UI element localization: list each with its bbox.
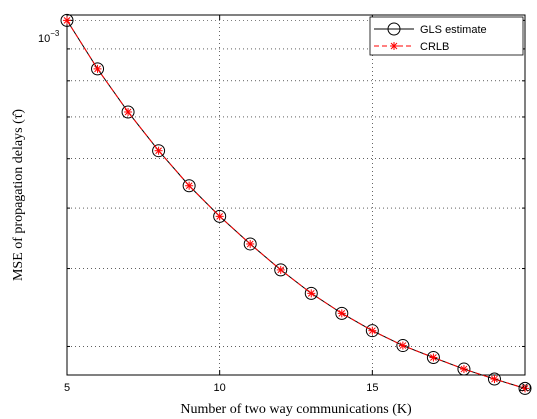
x-tick-label: 5 xyxy=(64,382,70,394)
data-point xyxy=(152,144,166,158)
data-point xyxy=(304,286,318,300)
data-point xyxy=(182,179,196,193)
data-point xyxy=(521,384,529,393)
x-axis-label: Number of two way communications (K) xyxy=(180,402,412,417)
x-tick-labels: 5 10 15 20 xyxy=(64,382,531,394)
data-point xyxy=(457,362,471,376)
y-tick-label-exponent: −3 xyxy=(50,29,60,38)
data-point xyxy=(518,381,532,395)
y-tick-labels: 10−3 xyxy=(38,29,60,45)
x-tick-label: 15 xyxy=(366,382,378,394)
data-point xyxy=(459,365,468,374)
plot-area-frame xyxy=(66,14,526,376)
data-point xyxy=(365,324,379,338)
data-point xyxy=(426,351,440,365)
x-tick-label: 10 xyxy=(214,382,226,394)
series-layer xyxy=(60,13,532,395)
legend: GLS estimate CRLB xyxy=(369,16,524,56)
series-line xyxy=(66,20,526,389)
data-point xyxy=(487,372,501,386)
grid xyxy=(67,15,525,375)
data-point xyxy=(429,353,438,362)
data-point xyxy=(213,209,227,223)
data-point xyxy=(335,306,349,320)
data-point xyxy=(307,289,316,298)
data-point xyxy=(121,105,135,119)
data-point xyxy=(63,16,71,25)
data-point xyxy=(124,107,133,116)
series-crlb xyxy=(63,16,529,393)
data-point xyxy=(274,263,288,277)
data-point xyxy=(185,181,194,190)
data-point xyxy=(243,237,257,251)
data-point xyxy=(490,375,499,384)
legend-marker-gls xyxy=(387,22,401,36)
legend-marker-crlb xyxy=(390,42,398,50)
legend-label-crlb: CRLB xyxy=(420,41,449,53)
legend-label-gls: GLS estimate xyxy=(420,24,487,36)
data-point xyxy=(154,146,163,155)
data-point xyxy=(276,265,285,274)
data-point xyxy=(368,326,377,335)
data-point xyxy=(60,13,74,27)
y-tick-label: 10−3 xyxy=(38,29,60,45)
data-point xyxy=(215,212,224,221)
data-point xyxy=(93,64,102,73)
data-point xyxy=(246,239,255,248)
y-tick-label-base: 10 xyxy=(38,33,50,45)
data-point xyxy=(398,341,407,350)
y-axis-label: MSE of propagation delays (τ̂) xyxy=(11,109,26,281)
data-point xyxy=(337,309,346,318)
data-point xyxy=(91,62,105,76)
x-tick-label: 20 xyxy=(519,382,531,394)
data-point xyxy=(396,339,410,353)
